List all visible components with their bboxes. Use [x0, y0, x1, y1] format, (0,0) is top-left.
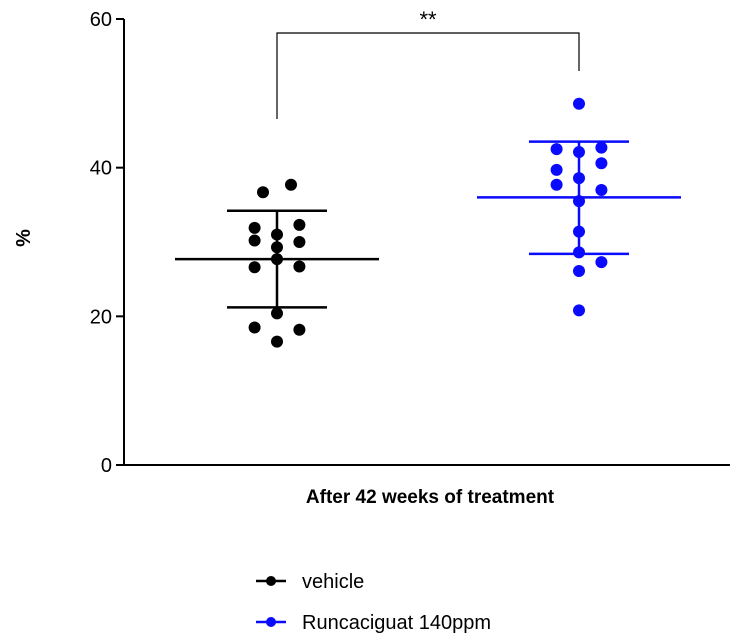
data-point	[550, 143, 563, 156]
significance-bracket-line	[276, 32, 580, 119]
data-point	[573, 264, 585, 277]
data-point	[595, 141, 608, 154]
data-point	[573, 97, 585, 110]
data-point	[293, 218, 306, 231]
data-point	[285, 178, 297, 191]
data-groups	[175, 97, 681, 348]
x-axis-label: After 42 weeks of treatment	[306, 487, 555, 508]
legend: vehicle Runcaciguat 140ppm	[256, 571, 491, 634]
y-tick-label: 60	[90, 9, 112, 31]
data-point	[573, 304, 585, 317]
y-axis-label: %	[13, 229, 35, 247]
data-point	[550, 178, 563, 191]
legend-item-vehicle: vehicle	[256, 571, 364, 593]
y-tick-label: 0	[101, 455, 112, 477]
significance-label: **	[419, 7, 437, 32]
data-point	[595, 183, 608, 196]
legend-swatch-marker	[266, 617, 276, 627]
legend-swatch-marker	[266, 576, 276, 586]
data-point	[271, 335, 283, 348]
y-tick-label: 40	[90, 158, 112, 180]
group-vehicle	[175, 178, 379, 348]
legend-label: vehicle	[302, 571, 364, 593]
legend-label: Runcaciguat 140ppm	[302, 612, 491, 634]
data-point	[293, 260, 306, 273]
data-point	[271, 307, 283, 320]
data-point	[248, 234, 261, 247]
data-point	[595, 256, 608, 269]
data-point	[293, 236, 306, 248]
legend-item-runcaciguat: Runcaciguat 140ppm	[256, 612, 491, 634]
y-tick-label: 20	[90, 306, 112, 328]
data-point	[595, 157, 608, 170]
data-point	[248, 261, 261, 274]
data-point	[550, 163, 563, 176]
data-point	[248, 321, 261, 334]
group-runcaciguat	[477, 97, 681, 317]
y-axis: 0 20 40 60	[90, 9, 730, 477]
data-point	[257, 186, 269, 199]
significance-bracket: **	[276, 7, 580, 119]
data-point	[248, 221, 261, 234]
data-point	[293, 323, 306, 336]
